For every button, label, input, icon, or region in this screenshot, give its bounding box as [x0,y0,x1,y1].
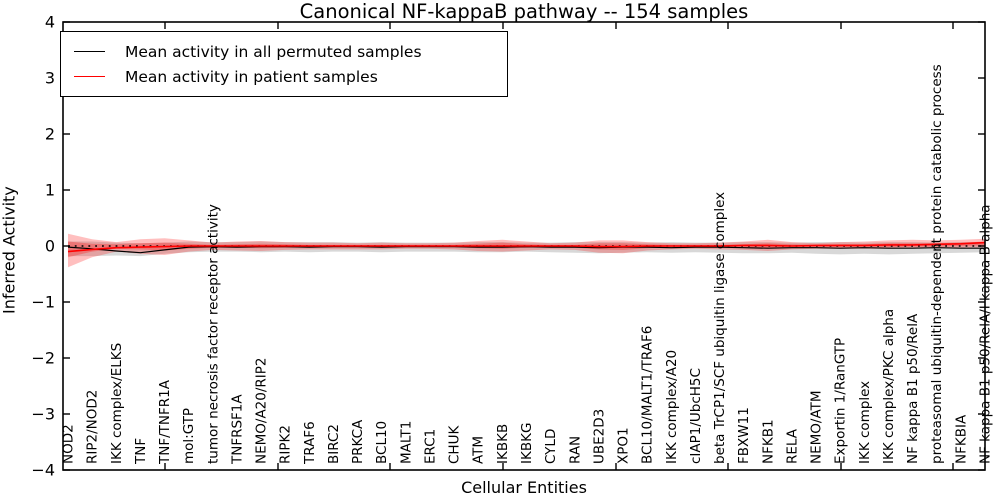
x-tick-label: CYLD [543,429,559,464]
x-tick-label: mol:GTP [181,408,197,464]
x-tick-label: RIPK2 [278,425,294,464]
x-tick-label: UBE2D3 [591,409,607,464]
x-tick-label: tumor necrosis factor receptor activity [205,204,221,464]
x-tick-label: RELA [784,428,800,464]
y-tick-label: 1 [45,181,55,200]
x-tick-label: XPO1 [616,427,632,464]
patient-mean-line [67,241,986,253]
x-tick-label: NEMO/A20/RIP2 [254,357,270,464]
y-tick-label: −2 [31,349,55,368]
x-tick-label: IKK complex/PKC alpha [881,309,897,464]
x-tick-label: NEMO/ATM [809,390,825,464]
x-tick-label: TNFRSF1A [229,394,245,465]
x-tick-label: RIP2/NOD2 [85,390,101,464]
x-tick-label: FBXW11 [736,407,752,464]
y-tick-label: 2 [45,125,55,144]
x-tick-label: IKBKG [519,423,535,464]
x-tick-label: IKK complex/ELKS [109,343,125,464]
legend-item-patient: Mean activity in patient samples [74,68,507,86]
x-tick-label: cIAP1/UbcH5C [688,368,704,464]
x-tick-label: TRAF6 [302,421,318,465]
x-tick-label: CHUK [447,425,463,464]
y-tick-label: −3 [31,405,55,424]
x-tick-label: MALT1 [398,421,414,464]
permuted-line-swatch [74,51,105,52]
y-tick-label: −1 [31,293,55,312]
x-tick-label: ERC1 [422,429,438,464]
x-tick-label: Exportin 1/RanGTP [833,338,849,464]
y-tick-label: 4 [45,13,55,32]
x-tick-label: proteasomal ubiquitin-dependent protein … [929,64,945,464]
x-tick-label: NFKB1 [760,419,776,464]
x-tick-label: BIRC2 [326,424,342,464]
legend-label-permuted: Mean activity in all permuted samples [125,42,422,61]
y-axis-title: Inferred Activity [0,186,19,314]
y-tick-label: 0 [45,237,55,256]
x-tick-label: IKBKB [495,424,511,464]
chart-title: Canonical NF-kappaB pathway -- 154 sampl… [299,0,749,23]
legend-item-permuted: Mean activity in all permuted samples [74,43,507,61]
y-tick-label: 3 [45,69,55,88]
x-tick-label: IKK complex [857,381,873,464]
x-tick-label: BCL10/MALT1/TRAF6 [640,326,656,464]
x-tick-label: beta TrCP1/SCF ubiquitin ligase complex [712,192,728,464]
x-tick-label: TNF/TNFR1A [157,379,173,465]
x-tick-label: TNF [133,438,149,465]
x-tick-label: PRKCA [350,419,366,464]
x-tick-label: ATM [471,436,487,464]
patient-line-swatch [74,76,105,77]
x-tick-label: BCL10 [374,421,390,464]
x-tick-label: NF kappa B1 p50/RelA/I kappa B alpha [978,204,994,464]
x-tick-label: RAN [567,436,583,464]
legend-label-patient: Mean activity in patient samples [125,67,378,86]
y-tick-label: −4 [31,461,55,480]
x-axis-title: Cellular Entities [461,478,587,497]
x-tick-label: IKK complex/A20 [664,350,680,464]
legend: Mean activity in all permuted samples Me… [60,31,508,97]
patient-confidence-band-outer [68,233,985,268]
x-tick-label: NF kappa B1 p50/RelA [905,313,921,464]
x-tick-label: NFKBIA [953,414,969,464]
x-tick-label: NOD2 [61,424,77,464]
